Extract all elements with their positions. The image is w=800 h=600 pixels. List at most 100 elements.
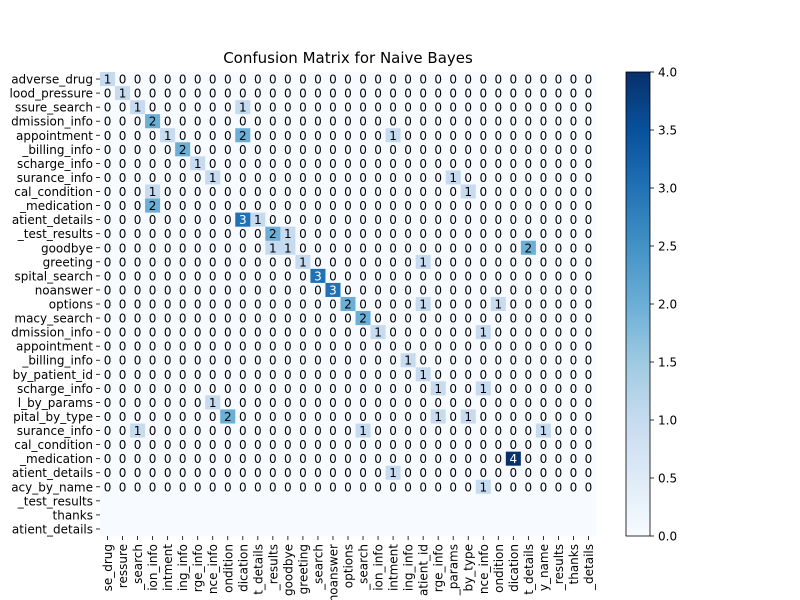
- cell-value-label: 1: [479, 480, 487, 494]
- cell-value-label: 0: [585, 101, 593, 115]
- heatmap-cell: [265, 100, 281, 115]
- cell-value-label: 0: [464, 340, 472, 354]
- heatmap-cell: [475, 465, 492, 481]
- heatmap-cell: [355, 282, 371, 298]
- cell-value-label: 0: [404, 255, 412, 269]
- cell-value-label: 0: [555, 340, 563, 354]
- cell-value-label: 0: [269, 396, 277, 410]
- heatmap-cell: [505, 423, 522, 438]
- cell-value-label: 0: [299, 87, 307, 101]
- cell-value-label: 2: [149, 199, 157, 213]
- heatmap-cell: [490, 128, 507, 143]
- heatmap-cell: [295, 100, 311, 115]
- heatmap-cell: [115, 156, 131, 171]
- heatmap-cell: [535, 184, 552, 199]
- heatmap-cell: [535, 254, 552, 270]
- cell-value-label: 0: [179, 101, 187, 115]
- cell-value-label: 0: [540, 185, 548, 199]
- cell-value-label: 0: [555, 143, 563, 157]
- heatmap-cell: [340, 423, 356, 438]
- heatmap-cell: [265, 395, 281, 410]
- heatmap-cell: [295, 198, 311, 214]
- cell-value-label: 0: [329, 171, 337, 185]
- cell-value-label: 0: [224, 171, 232, 185]
- cell-value-label: 0: [209, 410, 217, 424]
- heatmap-cell: [115, 409, 131, 424]
- heatmap-cell: [190, 493, 206, 509]
- heatmap-cell: [370, 156, 386, 171]
- cell-value-label: 0: [284, 326, 292, 340]
- heatmap-cell: [295, 254, 311, 270]
- cell-value-label: 0: [254, 269, 262, 283]
- cell-value-label: 0: [179, 312, 187, 326]
- heatmap-cell: [520, 142, 537, 157]
- cell-value-label: 0: [359, 185, 367, 199]
- heatmap-cell: [400, 339, 417, 354]
- cell-value-label: 0: [540, 199, 548, 213]
- cell-value-label: 0: [525, 227, 533, 241]
- cell-value-label: 0: [585, 115, 593, 129]
- heatmap-cell: [145, 240, 161, 256]
- heatmap-cell: [355, 72, 371, 87]
- heatmap-cell: [535, 367, 552, 382]
- heatmap-cell: [115, 493, 131, 509]
- heatmap-cell: [310, 521, 326, 537]
- heatmap-cell: [265, 521, 281, 537]
- cell-value-label: 0: [314, 382, 322, 396]
- heatmap-cell: [325, 507, 341, 523]
- heatmap-cell: [475, 170, 492, 185]
- cell-value-label: 0: [224, 213, 232, 227]
- heatmap-cell: [190, 409, 206, 424]
- heatmap-cell: [325, 479, 341, 495]
- heatmap-cell: [160, 311, 176, 326]
- heatmap-cell: [400, 353, 417, 368]
- y-tick-label: appointment: [16, 340, 93, 354]
- cell-value-label: 1: [374, 326, 382, 340]
- cell-value-label: 0: [344, 73, 352, 87]
- heatmap-cell: [385, 479, 402, 495]
- cell-value-label: 0: [374, 171, 382, 185]
- cell-value-label: 0: [179, 129, 187, 143]
- cell-value-label: 0: [494, 171, 502, 185]
- heatmap-cell: [400, 423, 417, 438]
- heatmap-cell: [400, 226, 417, 242]
- cell-value-label: 0: [449, 185, 457, 199]
- y-tick-label: by_patient_id: [13, 368, 93, 382]
- cell-value-label: 0: [434, 143, 442, 157]
- cell-value-label: 0: [134, 283, 142, 297]
- heatmap-cell: [220, 142, 236, 157]
- cell-value-label: 0: [479, 157, 487, 171]
- cell-value-label: 0: [494, 354, 502, 368]
- heatmap-cell: [235, 493, 251, 509]
- cell-value-label: 0: [164, 157, 172, 171]
- heatmap-cell: [115, 507, 131, 523]
- heatmap-cell: [400, 409, 417, 424]
- cell-value-label: 0: [434, 171, 442, 185]
- cell-value-label: 0: [224, 312, 232, 326]
- cell-value-label: 0: [134, 340, 142, 354]
- cell-value-label: 0: [389, 480, 397, 494]
- heatmap-cell: [130, 282, 146, 298]
- heatmap-cell: [310, 409, 326, 424]
- heatmap-cell: [580, 423, 597, 438]
- cell-value-label: 0: [329, 466, 337, 480]
- cell-value-label: 0: [164, 396, 172, 410]
- x-tick-label: dication: [236, 544, 250, 592]
- heatmap-cell: [520, 493, 537, 509]
- heatmap-cell: [220, 198, 236, 214]
- cell-value-label: 0: [329, 129, 337, 143]
- cell-value-label: 0: [404, 213, 412, 227]
- heatmap-cell: [145, 479, 161, 495]
- heatmap-cell: [250, 507, 266, 523]
- heatmap-cell: [220, 170, 236, 185]
- cell-value-label: 0: [585, 283, 593, 297]
- cell-value-label: 0: [299, 283, 307, 297]
- heatmap-cell: [265, 184, 281, 199]
- heatmap-cell: [415, 479, 432, 495]
- cell-value-label: 0: [119, 241, 127, 255]
- cell-value-label: 0: [209, 438, 217, 452]
- cell-value-label: 0: [104, 241, 112, 255]
- heatmap-cell: [385, 423, 402, 438]
- heatmap-cell: [460, 184, 477, 199]
- cell-value-label: 0: [344, 424, 352, 438]
